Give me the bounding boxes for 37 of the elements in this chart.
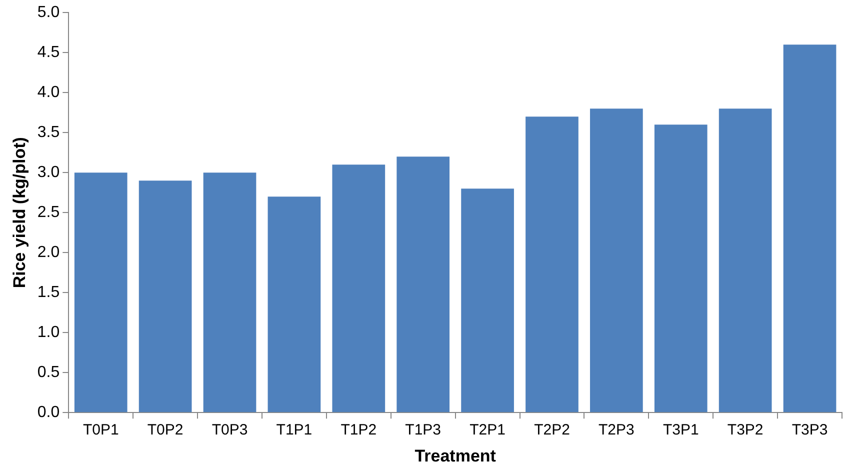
y-tick-label: 1.0 xyxy=(37,324,60,342)
bar xyxy=(203,172,256,412)
x-tick-label: T0P3 xyxy=(212,422,248,439)
bar xyxy=(332,164,386,412)
x-axis-title: Treatment xyxy=(414,446,496,466)
x-tick-label: T1P1 xyxy=(276,422,312,439)
x-tick-label: T1P3 xyxy=(405,422,442,439)
y-tick-label: 2.5 xyxy=(37,204,60,222)
y-tick-label: 4.5 xyxy=(37,44,60,62)
bar xyxy=(654,124,708,412)
x-tick-label: T2P2 xyxy=(534,422,570,439)
y-tick-label: 2.0 xyxy=(37,244,60,262)
bar xyxy=(526,116,578,412)
x-tick-label: T0P2 xyxy=(147,422,184,439)
y-axis-title: Rice yield (kg/plot) xyxy=(10,137,29,288)
y-tick-label: 0.0 xyxy=(37,404,60,422)
x-tick-label: T2P3 xyxy=(598,422,634,439)
y-tick-label: 4.0 xyxy=(37,84,60,102)
y-tick-label: 1.5 xyxy=(37,284,60,302)
bar xyxy=(396,156,450,412)
bar xyxy=(590,108,643,412)
bar xyxy=(461,188,514,412)
bar xyxy=(138,180,192,412)
x-tick-label: T3P2 xyxy=(727,422,764,439)
bar xyxy=(783,44,836,412)
bar xyxy=(268,196,321,412)
y-tick-label: 5.0 xyxy=(37,4,60,22)
x-tick-label: T2P1 xyxy=(470,422,506,439)
y-tick-label: 3.0 xyxy=(37,164,60,182)
y-tick-label: 3.5 xyxy=(37,124,60,142)
x-tick-label: T3P1 xyxy=(662,422,699,439)
bar xyxy=(718,108,772,412)
x-tick-label: T0P1 xyxy=(82,422,119,439)
x-tick-label: T3P3 xyxy=(792,422,828,439)
x-tick-label: T1P2 xyxy=(340,422,377,439)
y-tick-label: 0.5 xyxy=(37,364,60,382)
bar xyxy=(74,172,128,412)
